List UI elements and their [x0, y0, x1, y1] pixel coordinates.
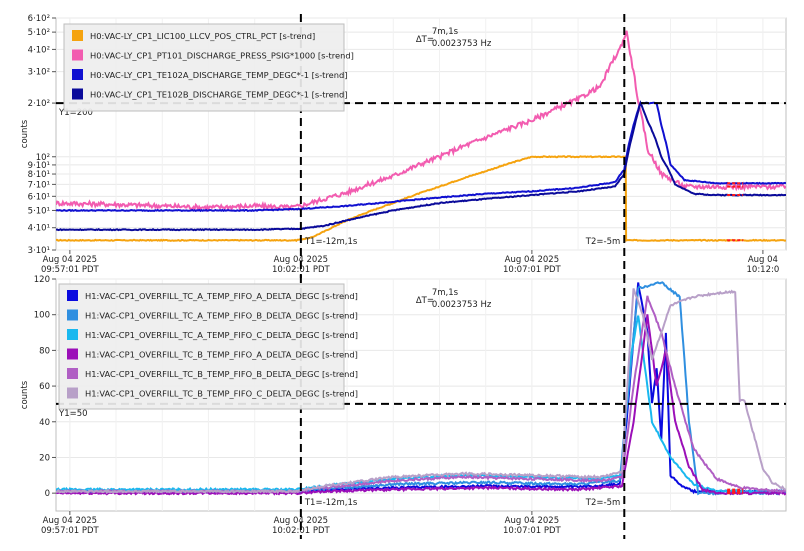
- legend-entry: H1:VAC-CP1_OVERFILL_TC_B_TEMP_FIFO_B_DEL…: [85, 369, 358, 379]
- y-tick-label: 3·10¹: [28, 246, 50, 256]
- y-tick-label: 2·10²: [28, 99, 50, 109]
- x-tick-label-date: Aug 04 2025: [43, 516, 97, 526]
- legend[interactable]: H0:VAC-LY_CP1_LIC100_LLCV_POS_CTRL_PCT […: [63, 23, 354, 112]
- y-tick-label: 100: [34, 311, 50, 321]
- y-tick-label: 0: [45, 489, 50, 499]
- y-axis-label: counts: [20, 119, 30, 148]
- x-tick-label-time: 09:57:01 PDT: [41, 526, 100, 536]
- delta-label: ΔT=: [416, 296, 434, 306]
- series-line-3: [56, 101, 786, 213]
- legend-swatch: [67, 368, 78, 379]
- y-axis-label: counts: [20, 380, 30, 409]
- y-tick-label: 120: [34, 275, 50, 285]
- series-line-4: [56, 314, 786, 496]
- t1-cursor-label: T1=-12m,1s: [304, 237, 358, 247]
- y-tick-label: 6·10²: [28, 14, 50, 24]
- legend-swatch: [67, 309, 78, 321]
- delta-label: ΔT=: [416, 35, 434, 45]
- legend-entry: H1:VAC-CP1_OVERFILL_TC_B_TEMP_FIFO_C_DEL…: [85, 389, 358, 399]
- legend-entry: H1:VAC-CP1_OVERFILL_TC_A_TEMP_FIFO_C_DEL…: [85, 330, 358, 340]
- legend-swatch: [72, 30, 83, 41]
- x-tick-label-time: 10:07:01 PDT: [503, 526, 562, 536]
- legend-entry: H0:VAC-LY_CP1_PT101_DISCHARGE_PRESS_PSIG…: [90, 51, 354, 61]
- legend-swatch: [67, 329, 78, 340]
- series-group: [56, 30, 786, 243]
- legend-entry: H0:VAC-LY_CP1_TE102A_DISCHARGE_TEMP_DEGC…: [90, 70, 348, 80]
- y-tick-label: 10²: [36, 153, 50, 163]
- series-line-4: [56, 100, 786, 232]
- y-tick-label: 8·10¹: [28, 170, 50, 180]
- t2-cursor-label: T2=-5m: [585, 237, 620, 247]
- y-tick-label: 80: [39, 346, 50, 356]
- y1-cursor-label: Y1=50: [58, 409, 88, 419]
- legend[interactable]: H1:VAC-CP1_OVERFILL_TC_A_TEMP_FIFO_A_DEL…: [58, 283, 358, 410]
- y-tick-label: 5·10²: [28, 28, 50, 38]
- x-tick-label-date: Aug 04: [748, 255, 778, 265]
- y-tick-label: 9·10¹: [28, 161, 50, 171]
- x-tick-label-date: Aug 04 2025: [274, 516, 328, 526]
- series-line-6: [56, 288, 786, 495]
- legend-swatch: [72, 49, 83, 61]
- y-tick-label: 5·10¹: [28, 206, 50, 216]
- legend-entry: H0:VAC-LY_CP1_LIC100_LLCV_POS_CTRL_PCT […: [90, 31, 315, 41]
- y-tick-label: 3·10²: [28, 68, 50, 78]
- legend-swatch: [67, 290, 78, 301]
- series-group: [56, 281, 786, 496]
- x-tick-label-time: 10:12:0: [747, 265, 780, 275]
- y-tick-label: 40: [39, 418, 50, 428]
- x-tick-label-date: Aug 04 2025: [274, 255, 328, 265]
- x-tick-label-time: 10:02:01 PDT: [272, 265, 331, 275]
- series-line-2: [56, 30, 786, 213]
- legend-entry: H1:VAC-CP1_OVERFILL_TC_A_TEMP_FIFO_B_DEL…: [85, 311, 358, 321]
- delta-frequency: 0.0023753 Hz: [432, 39, 492, 49]
- t2-cursor-label: T2=-5m: [585, 498, 620, 508]
- x-tick-label-date: Aug 04 2025: [505, 255, 559, 265]
- x-tick-label-time: 10:07:01 PDT: [503, 265, 562, 275]
- y1-cursor-label: Y1=200: [58, 108, 93, 118]
- legend-entry: H1:VAC-CP1_OVERFILL_TC_B_TEMP_FIFO_A_DEL…: [85, 350, 358, 360]
- legend-entry: H1:VAC-CP1_OVERFILL_TC_A_TEMP_FIFO_A_DEL…: [85, 291, 358, 301]
- x-tick-label-date: Aug 04 2025: [43, 255, 97, 265]
- t1-cursor-label: T1=-12m,1s: [304, 498, 358, 508]
- series-line-1: [56, 155, 786, 243]
- legend-swatch: [72, 69, 83, 80]
- legend-swatch: [67, 387, 78, 399]
- y-tick-label: 6·10¹: [28, 192, 50, 202]
- y-tick-label: 7·10¹: [28, 180, 50, 190]
- x-tick-label-time: 09:57:01 PDT: [41, 265, 100, 275]
- y-tick-label: 20: [39, 453, 50, 463]
- legend-box: [63, 23, 345, 112]
- y-tick-label: 4·10²: [28, 45, 50, 55]
- delta-period: 7m,1s: [432, 27, 459, 37]
- y-tick-label: 4·10¹: [28, 224, 50, 234]
- legend-entry: H0:VAC-LY_CP1_TE102B_DISCHARGE_TEMP_DEGC…: [90, 90, 348, 100]
- x-tick-label-date: Aug 04 2025: [505, 516, 559, 526]
- y-tick-label: 60: [39, 382, 50, 392]
- legend-swatch: [72, 88, 83, 100]
- delta-frequency: 0.0023753 Hz: [432, 300, 492, 310]
- legend-swatch: [67, 348, 78, 360]
- x-tick-label-time: 10:02:01 PDT: [272, 526, 331, 536]
- delta-period: 7m,1s: [432, 288, 459, 298]
- legend-box: [58, 283, 345, 410]
